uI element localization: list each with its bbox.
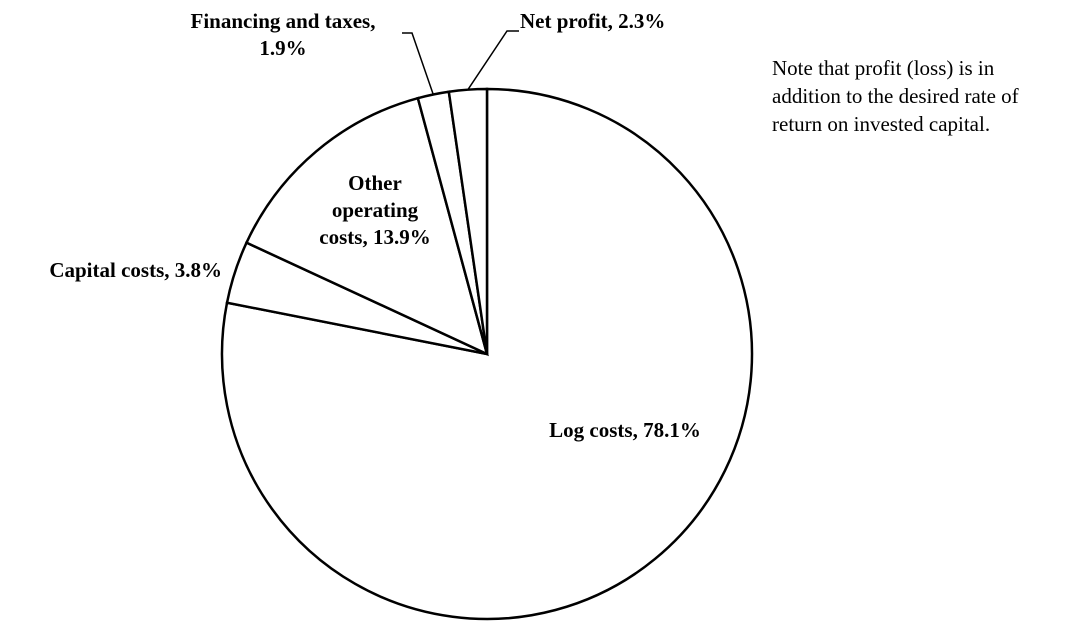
note: return on invested capital. — [772, 112, 990, 136]
pie-slice — [447, 87, 489, 355]
note: addition to the desired rate of — [772, 84, 1019, 108]
label-line: Capital costs, 3.8% — [49, 258, 222, 282]
slice-label: Log costs, 78.1% — [549, 418, 701, 442]
category-label: Net profit, — [520, 9, 613, 33]
leader-line — [467, 30, 519, 91]
category-label: Other — [348, 171, 402, 195]
label-line: Log costs, 78.1% — [549, 418, 701, 442]
slice-label: Capital costs, 3.8% — [49, 258, 222, 282]
note: Note that profit (loss) is in — [772, 56, 995, 80]
slice-label: Financing and taxes, 1.9% — [191, 9, 376, 60]
category-label: operating — [332, 198, 419, 222]
label-line: Financing and taxes, — [191, 9, 376, 33]
value-label: 3.8% — [175, 258, 222, 282]
label-line: Net profit, 2.3% — [520, 9, 665, 33]
label-line: operating — [332, 198, 419, 222]
pie-slice — [220, 87, 754, 621]
label-line: 1.9% — [259, 36, 306, 60]
label-line: Other — [348, 171, 402, 195]
value-label: 13.9% — [373, 225, 431, 249]
leader-line — [402, 32, 434, 95]
value-label: 2.3% — [618, 9, 665, 33]
value-label: 1.9% — [259, 36, 306, 60]
slice-label: Other operating costs, 13.9% — [319, 171, 430, 249]
category-label: costs, — [319, 225, 367, 249]
category-label: Log costs, — [549, 418, 638, 442]
label-line: costs, 13.9% — [319, 225, 430, 249]
pie-slice — [244, 96, 489, 357]
category-label: Financing and taxes, — [191, 9, 376, 33]
value-label: 78.1% — [643, 418, 701, 442]
category-label: Capital costs, — [49, 258, 169, 282]
slice-label: Net profit, 2.3% — [520, 9, 665, 33]
